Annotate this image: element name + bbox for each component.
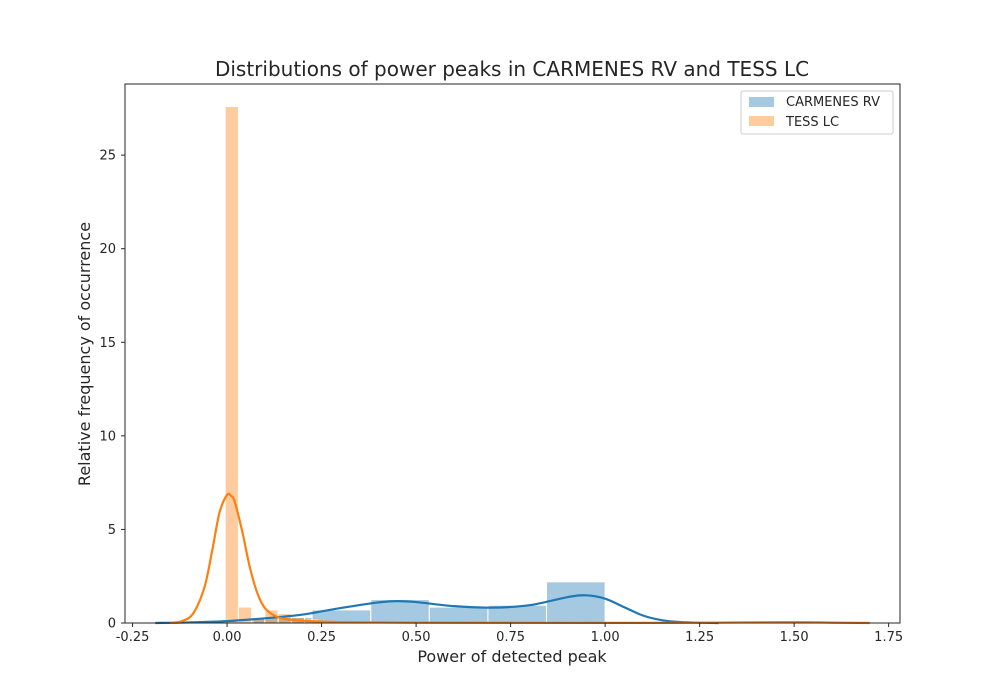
y-tick-label-0: 0 [108, 617, 116, 632]
legend-swatch-tess-lc [749, 116, 774, 126]
x-tick-label-6: 1.25 [685, 630, 714, 645]
legend-label-tess-lc: TESS LC [785, 115, 839, 130]
kde-line-carmenes-rv [155, 594, 719, 625]
bar-tess-lc-0 [224, 105, 239, 624]
kde-line-tess-lc [170, 492, 870, 625]
y-tick-label-5: 25 [99, 149, 116, 164]
y-axis-label: Relative frequency of occurrence [75, 222, 94, 486]
x-tick-label-8: 1.75 [874, 630, 903, 645]
x-tick-label-2: 0.25 [307, 630, 336, 645]
legend: CARMENES RV TESS LC [740, 90, 894, 135]
y-tick-label-1: 5 [108, 523, 116, 538]
kde-curves [155, 492, 870, 625]
chart-title: Distributions of power peaks in CARMENES… [215, 57, 809, 81]
legend-label-carmenes-rv: CARMENES RV [786, 95, 880, 110]
x-tick-label-1: 0.00 [213, 630, 242, 645]
x-tick-label-5: 1.00 [591, 630, 620, 645]
x-tick-label-4: 0.75 [496, 630, 525, 645]
legend-swatch-carmenes-rv [749, 97, 774, 107]
x-tick-label-7: 1.50 [780, 630, 809, 645]
bar-carmenes-rv-3 [428, 606, 489, 624]
axis-ticks: -0.25 0.00 0.25 0.50 0.75 1.00 1.25 1.50 1.75 0 5 1… [99, 149, 903, 645]
y-tick-label-4: 20 [99, 242, 116, 257]
y-tick-label-3: 15 [99, 336, 116, 351]
x-axis-label: Power of detected peak [417, 647, 607, 666]
y-tick-label-2: 10 [99, 429, 116, 444]
histogram-bars [224, 105, 606, 624]
x-tick-label-0: -0.25 [116, 630, 150, 645]
plot-frame [124, 83, 901, 624]
legend-box [740, 90, 894, 135]
bar-carmenes-rv-5 [546, 581, 606, 624]
x-tick-label-3: 0.50 [402, 630, 431, 645]
